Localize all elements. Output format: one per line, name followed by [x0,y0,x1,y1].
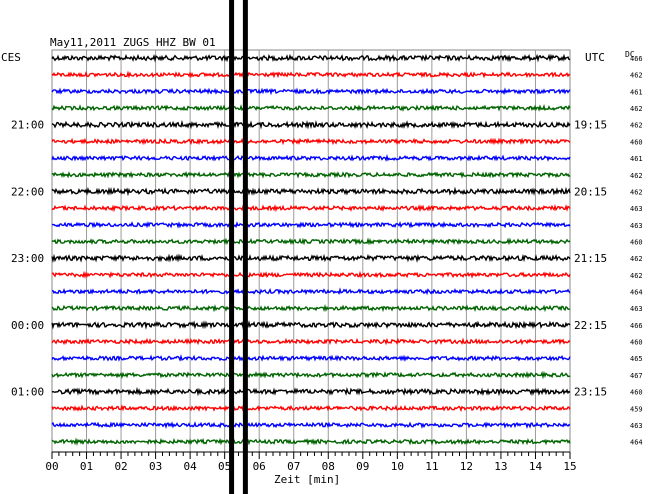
trace-line [51,354,571,363]
x-axis-label: Zeit [min] [274,473,340,486]
dc-value-label: 462 [630,172,643,180]
right-time-label: 22:15 [574,319,607,332]
trace-line [51,104,571,112]
dc-value-label: 463 [630,422,643,430]
trace-line [51,386,571,397]
trace-line [51,421,571,429]
trace-line [51,237,571,246]
dc-label: DC [625,50,635,59]
dc-value-label: 460 [630,239,643,247]
trace-line [51,270,571,279]
x-tick-label: 03 [149,460,162,473]
trace-line [51,87,571,96]
left-time-label: 23:00 [11,252,44,265]
dc-value-label: 462 [630,72,643,80]
right-time-label: 23:15 [574,386,607,399]
x-tick-label: 05 [218,460,231,473]
trace-line [51,154,571,162]
x-tick-label: 02 [114,460,127,473]
x-tick-label: 12 [460,460,473,473]
trace-line [51,119,571,130]
left-time-label: 21:00 [11,119,44,132]
x-tick-label: 07 [287,460,300,473]
trace-line [51,337,571,346]
dc-value-label: 461 [630,88,643,96]
dc-value-label: 464 [630,439,643,447]
trace-line [51,253,571,263]
dc-value-label: 463 [630,205,643,213]
trace-line [51,221,571,229]
trace-line [51,170,571,179]
left-time-label: 00:00 [11,319,44,332]
dc-value-label: 460 [630,339,643,347]
dc-value-label: 462 [630,122,643,130]
trace-line [51,70,571,79]
dc-value-label: 467 [630,372,643,380]
left-time-label: 22:00 [11,185,44,198]
x-tick-label: 01 [80,460,93,473]
chart-title: May11,2011 ZUGS HHZ BW 01 [50,36,216,49]
trace-line [51,53,571,63]
left-timezone-label: CES [1,51,21,64]
dc-value-label: 466 [630,322,643,330]
x-tick-label: 06 [253,460,266,473]
right-timezone-label: UTC [585,51,605,64]
dc-value-label: 459 [630,405,643,413]
trace-line [51,137,571,146]
dc-value-label: 465 [630,355,643,363]
dc-value-label: 466 [630,55,643,63]
trace-line [51,370,571,380]
dc-value-label: 463 [630,222,643,230]
dc-value-label: 460 [630,389,643,397]
trace-line [51,186,571,197]
dc-value-label: 462 [630,255,643,263]
right-time-label: 20:15 [574,185,607,198]
x-tick-label: 11 [425,460,438,473]
trace-line [51,320,571,330]
trace-line [51,203,571,213]
x-tick-label: 14 [529,460,543,473]
x-tick-label: 10 [391,460,404,473]
left-time-label: 01:00 [11,386,44,399]
dc-value-label: 461 [630,155,643,163]
x-tick-label: 00 [45,460,58,473]
x-tick-label: 13 [494,460,507,473]
dc-value-label: 462 [630,188,643,196]
trace-line [51,404,571,413]
right-time-label: 19:15 [574,119,607,132]
trace-line [51,304,571,313]
x-tick-label: 04 [184,460,198,473]
trace-line [51,437,571,446]
dc-value-label: 462 [630,105,643,113]
x-tick-label: 09 [356,460,369,473]
x-tick-label: 15 [563,460,576,473]
dc-value-label: 460 [630,138,643,146]
dc-value-label: 462 [630,272,643,280]
x-tick-label: 08 [322,460,335,473]
dc-value-label: 464 [630,289,643,297]
right-time-label: 21:15 [574,252,607,265]
dc-value-label: 463 [630,305,643,313]
trace-line [51,287,571,296]
